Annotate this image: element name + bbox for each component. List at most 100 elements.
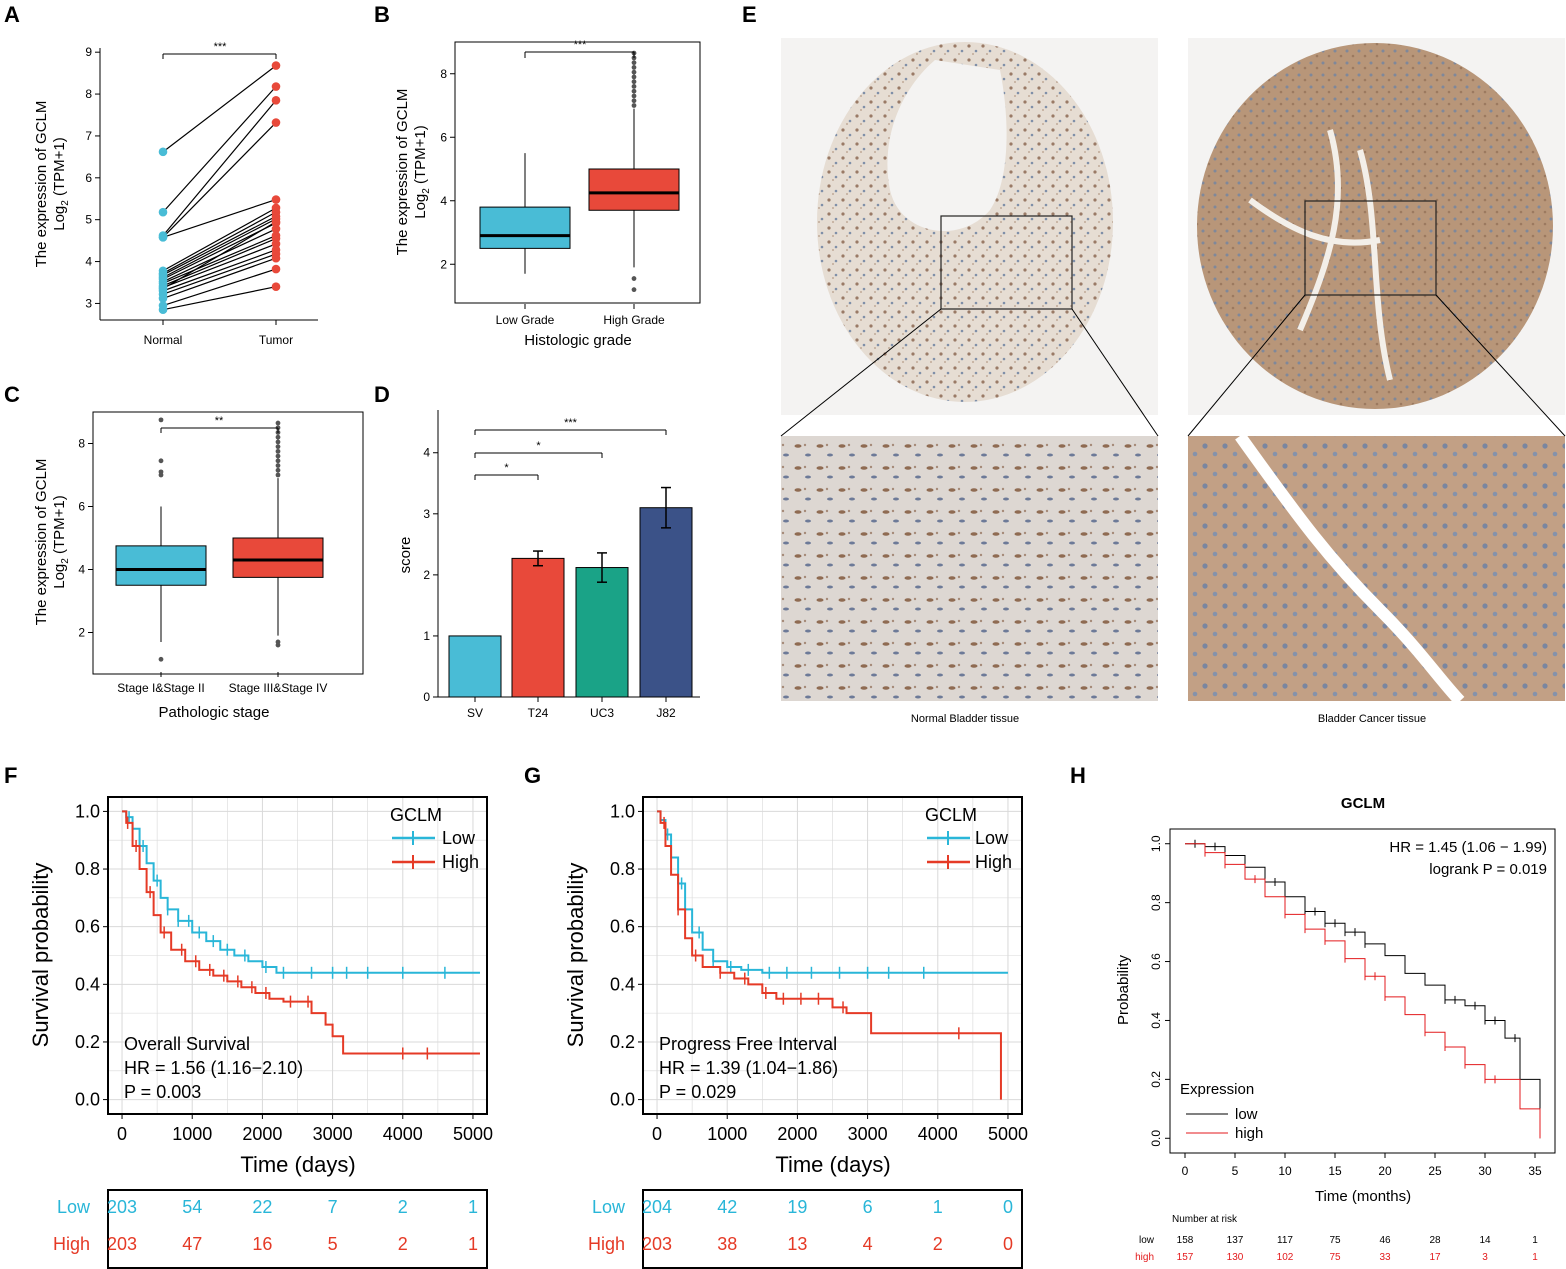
risk-count: 4 xyxy=(863,1234,873,1254)
panel-g-annotation: Progress Free Interval HR = 1.39 (1.04−1… xyxy=(659,1034,838,1102)
risk-count: 157 xyxy=(1177,1252,1194,1263)
y-tick-label: 0.4 xyxy=(75,974,100,994)
normal-point xyxy=(158,284,168,294)
panel-g-x-ticks: 0 1000 2000 3000 4000 5000 xyxy=(652,1114,1028,1144)
y-tick-label: 8 xyxy=(440,67,447,81)
normal-point xyxy=(158,305,168,315)
outlier-point xyxy=(631,69,637,75)
x-tick-label: 4000 xyxy=(918,1124,958,1144)
x-tick-label: 1000 xyxy=(172,1124,212,1144)
panel-label-h: H xyxy=(1070,763,1086,788)
outlier-point xyxy=(275,453,281,459)
risk-count: 6 xyxy=(863,1197,873,1217)
panel-h-legend-high: high xyxy=(1235,1125,1263,1142)
y-tick-label: 0.8 xyxy=(610,859,635,879)
y-tick-label: 0.6 xyxy=(1149,953,1163,970)
risk-count: 46 xyxy=(1379,1235,1391,1246)
risk-count: 54 xyxy=(182,1197,202,1217)
normal-tissue-caption: Normal Bladder tissue xyxy=(911,713,1019,725)
y-tick-label: 2 xyxy=(423,568,430,582)
panel-d-x-ticks: SV T24 UC3 J82 xyxy=(467,697,676,720)
outlier-point xyxy=(158,458,164,464)
risk-count: 158 xyxy=(1177,1235,1194,1246)
y-tick-label: 2 xyxy=(440,257,447,271)
normal-point xyxy=(158,232,168,242)
x-tick-label: 3000 xyxy=(313,1124,353,1144)
risk-count: 2 xyxy=(933,1234,943,1254)
sig-label: *** xyxy=(564,417,578,429)
x-tick-label: SV xyxy=(467,706,483,720)
x-tick-label: Low Grade xyxy=(496,313,555,327)
outlier-point xyxy=(158,469,164,475)
y-tick-label: 0.8 xyxy=(1149,894,1163,911)
panel-f-legend: GCLM Low High xyxy=(390,805,479,872)
panel-a-ylabel-1: The expression of GCLM xyxy=(33,101,50,268)
x-tick-label: J82 xyxy=(656,706,676,720)
bar xyxy=(639,507,693,698)
x-tick-label: 35 xyxy=(1528,1164,1542,1178)
risk-count: 1 xyxy=(1532,1252,1538,1263)
tumor-point xyxy=(271,217,281,227)
sig-label: * xyxy=(504,462,509,474)
pair-line xyxy=(162,243,277,289)
y-tick-label: 1.0 xyxy=(1149,835,1163,852)
bar xyxy=(575,567,629,698)
risk-count: 28 xyxy=(1429,1235,1441,1246)
y-tick-label: 4 xyxy=(85,255,92,269)
panel-d-bars xyxy=(448,486,693,698)
panel-b-ylabel-2: Log2 (TPM+1) xyxy=(412,125,432,219)
y-tick-label: 0.4 xyxy=(1149,1012,1163,1029)
x-tick-label: 0 xyxy=(652,1124,662,1144)
panel-g-y-ticks: 0.0 0.2 0.4 0.6 0.8 1.0 xyxy=(610,801,643,1110)
panel-h-legend: Expression low high xyxy=(1180,1081,1263,1142)
bar xyxy=(511,557,565,698)
risk-count: 3 xyxy=(1482,1252,1488,1263)
x-tick-label: 0 xyxy=(117,1124,127,1144)
panel-h-annot-1: HR = 1.45 (1.06 − 1.99) xyxy=(1389,839,1547,856)
y-tick-label: 0.2 xyxy=(610,1032,635,1052)
panel-g-grid xyxy=(643,797,1022,1114)
risk-count: 203 xyxy=(642,1234,672,1254)
y-tick-label: 6 xyxy=(78,500,85,514)
x-tick-label: 5000 xyxy=(988,1124,1028,1144)
outlier-point xyxy=(631,98,637,104)
x-tick-label: UC3 xyxy=(590,706,614,720)
risk-count: 38 xyxy=(717,1234,737,1254)
risk-count: 1 xyxy=(468,1234,478,1254)
risk-count: 75 xyxy=(1329,1252,1341,1263)
box-body xyxy=(588,168,680,211)
panel-f-grid xyxy=(108,797,487,1114)
risk-count: 7 xyxy=(328,1197,338,1217)
outlier-point xyxy=(275,639,281,645)
panel-g-legend-low: Low xyxy=(975,828,1009,848)
panel-c-ylabel-1: The expression of GCLM xyxy=(33,459,50,626)
outlier-point xyxy=(275,463,281,468)
y-tick-label: 7 xyxy=(85,129,92,143)
y-tick-label: 0.6 xyxy=(75,917,100,937)
pair-line xyxy=(162,207,277,272)
tumor-point xyxy=(271,264,281,274)
outlier-point xyxy=(631,79,637,85)
panel-c-significance: ** xyxy=(160,415,279,433)
risk-count: 1 xyxy=(1532,1235,1538,1246)
y-tick-label: 0.8 xyxy=(75,859,100,879)
panel-h-series xyxy=(1185,839,1541,1139)
risk-count: 33 xyxy=(1379,1252,1391,1263)
cancer-tissue-caption: Bladder Cancer tissue xyxy=(1318,713,1426,725)
outlier-point xyxy=(631,103,637,108)
y-tick-label: 0.6 xyxy=(610,917,635,937)
panel-g-xlabel: Time (days) xyxy=(775,1152,890,1177)
panel-label-f: F xyxy=(4,763,17,788)
tumor-point xyxy=(271,118,281,127)
y-tick-label: 0.0 xyxy=(610,1090,635,1110)
panel-a-points xyxy=(158,61,281,315)
outlier-point xyxy=(631,84,637,89)
panel-f-risk-low-label: Low xyxy=(57,1197,91,1217)
panel-h-x-ticks: 0 5 10 15 20 25 30 35 xyxy=(1182,1153,1542,1178)
panel-g-legend-high: High xyxy=(975,852,1012,872)
x-tick-label: 2000 xyxy=(242,1124,282,1144)
panel-h: H GCLM 0.0 0.2 0.4 0.6 0.8 1.0 0 5 10 15 20 25 30 35… xyxy=(1070,763,1556,1263)
normal-tissue-core-image xyxy=(781,38,1158,415)
